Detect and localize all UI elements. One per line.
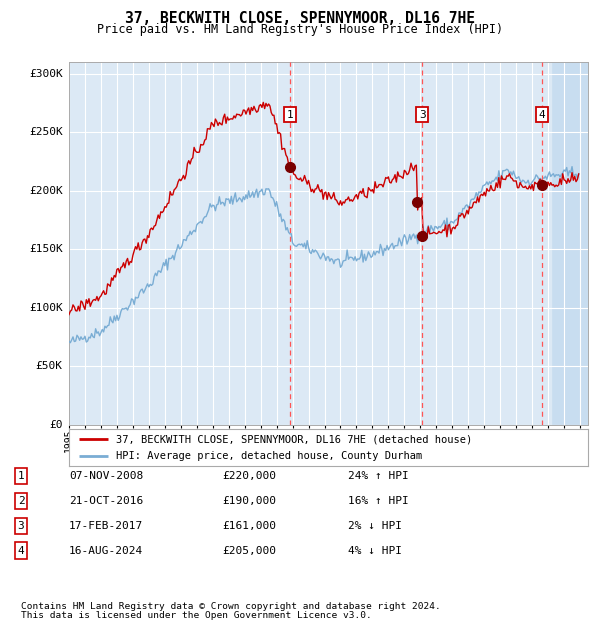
Text: 3: 3 — [17, 521, 25, 531]
Text: £100K: £100K — [29, 303, 63, 312]
Text: £150K: £150K — [29, 244, 63, 254]
Text: £300K: £300K — [29, 69, 63, 79]
Text: 4: 4 — [539, 110, 545, 120]
Text: HPI: Average price, detached house, County Durham: HPI: Average price, detached house, Coun… — [116, 451, 422, 461]
Text: 4% ↓ HPI: 4% ↓ HPI — [348, 546, 402, 556]
Text: 07-NOV-2008: 07-NOV-2008 — [69, 471, 143, 481]
Text: £205,000: £205,000 — [222, 546, 276, 556]
Text: 37, BECKWITH CLOSE, SPENNYMOOR, DL16 7HE: 37, BECKWITH CLOSE, SPENNYMOOR, DL16 7HE — [125, 11, 475, 25]
Text: 3: 3 — [419, 110, 425, 120]
Text: 1: 1 — [287, 110, 293, 120]
Text: £50K: £50K — [36, 361, 63, 371]
Text: 21-OCT-2016: 21-OCT-2016 — [69, 496, 143, 506]
Text: £250K: £250K — [29, 127, 63, 137]
Text: Price paid vs. HM Land Registry's House Price Index (HPI): Price paid vs. HM Land Registry's House … — [97, 23, 503, 36]
Bar — [551, 62, 588, 425]
Text: 1: 1 — [17, 471, 25, 481]
Text: 2: 2 — [17, 496, 25, 506]
Text: 16% ↑ HPI: 16% ↑ HPI — [348, 496, 409, 506]
Text: £0: £0 — [49, 420, 63, 430]
Text: 24% ↑ HPI: 24% ↑ HPI — [348, 471, 409, 481]
Bar — [69, 62, 551, 425]
Text: £200K: £200K — [29, 186, 63, 196]
Text: Contains HM Land Registry data © Crown copyright and database right 2024.: Contains HM Land Registry data © Crown c… — [21, 602, 441, 611]
Text: 4: 4 — [17, 546, 25, 556]
Text: £161,000: £161,000 — [222, 521, 276, 531]
Text: £220,000: £220,000 — [222, 471, 276, 481]
Text: £190,000: £190,000 — [222, 496, 276, 506]
Text: 17-FEB-2017: 17-FEB-2017 — [69, 521, 143, 531]
Text: 2% ↓ HPI: 2% ↓ HPI — [348, 521, 402, 531]
Text: 37, BECKWITH CLOSE, SPENNYMOOR, DL16 7HE (detached house): 37, BECKWITH CLOSE, SPENNYMOOR, DL16 7HE… — [116, 434, 472, 444]
Text: 16-AUG-2024: 16-AUG-2024 — [69, 546, 143, 556]
Text: This data is licensed under the Open Government Licence v3.0.: This data is licensed under the Open Gov… — [21, 611, 372, 619]
